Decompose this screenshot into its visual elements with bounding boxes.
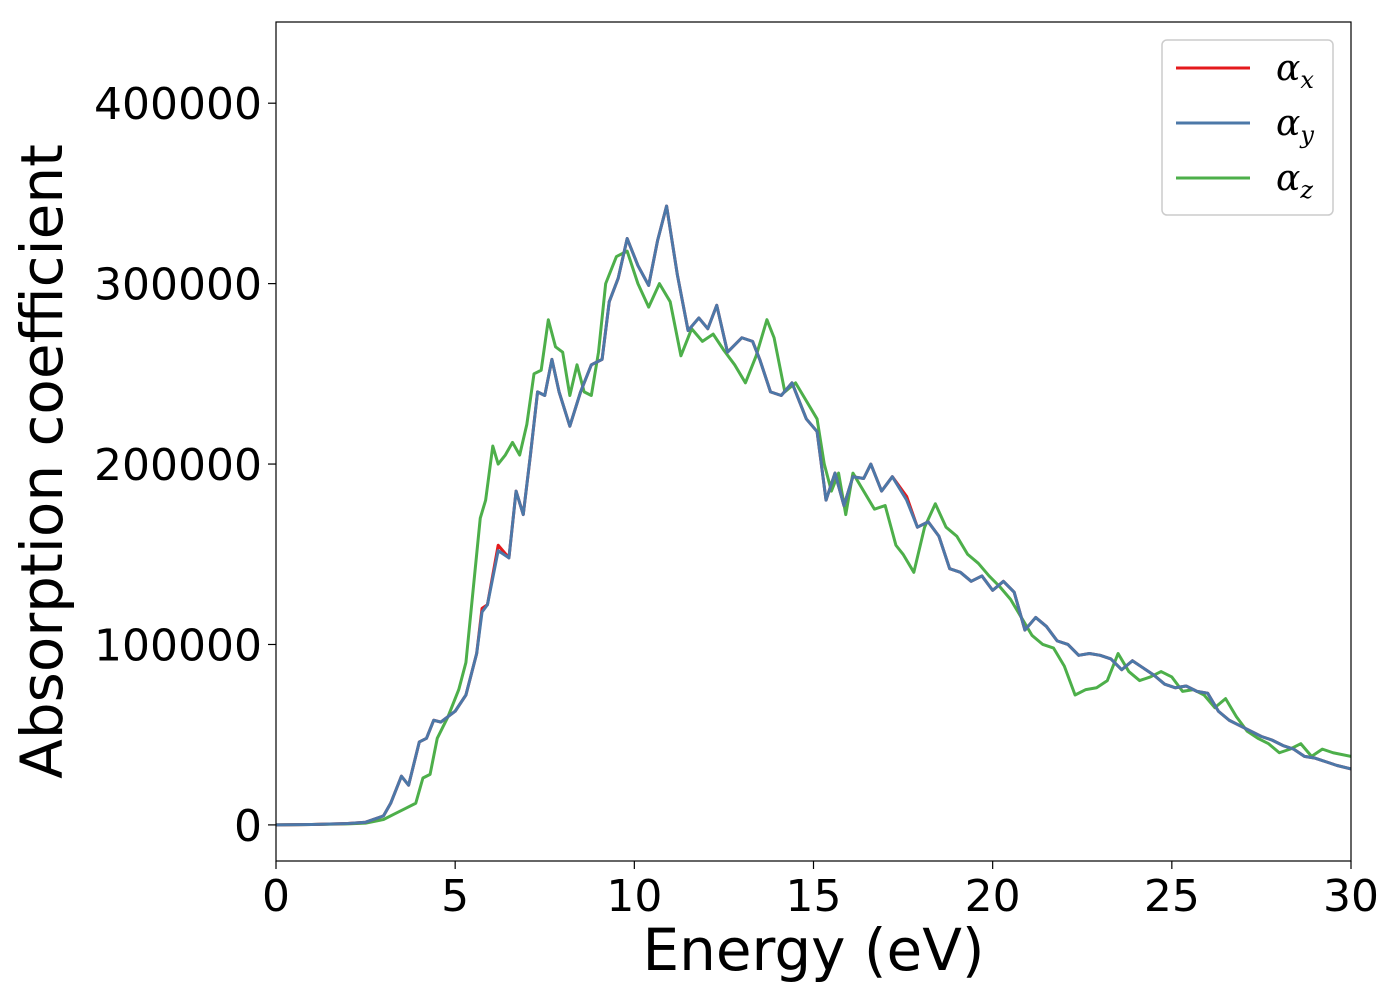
x-tick-label: 5: [441, 871, 469, 922]
y-tick-label: 300000: [94, 260, 262, 311]
y-tick-label: 100000: [94, 620, 262, 671]
legend: αx αy αz: [1161, 39, 1334, 216]
legend-box: [1161, 39, 1334, 216]
y-tick-label: 200000: [94, 440, 262, 491]
x-axis-label: Energy (eV): [642, 916, 984, 984]
y-tick-label: 400000: [94, 79, 262, 130]
y-tick-label: 0: [234, 801, 262, 852]
axes: 0 5 10 15 20 25 30 0 100000 200000 300000 400000: [94, 21, 1379, 922]
series-line-z: [276, 249, 1351, 827]
y-axis-label: Absorption coefficient: [8, 144, 76, 779]
legend-entry-y: αy: [1276, 103, 1314, 149]
x-tick-label: 0: [262, 871, 290, 922]
x-tick-label: 10: [606, 871, 662, 922]
x-tick-label: 15: [786, 871, 842, 922]
legend-entry-z: αz: [1276, 158, 1313, 204]
series-line-y: [276, 204, 1351, 827]
x-tick-label: 20: [965, 871, 1021, 922]
x-tick-label: 25: [1144, 871, 1200, 922]
x-tick-label: 30: [1323, 871, 1379, 922]
legend-entry-x: αx: [1276, 48, 1314, 94]
plot-area: [276, 204, 1351, 827]
